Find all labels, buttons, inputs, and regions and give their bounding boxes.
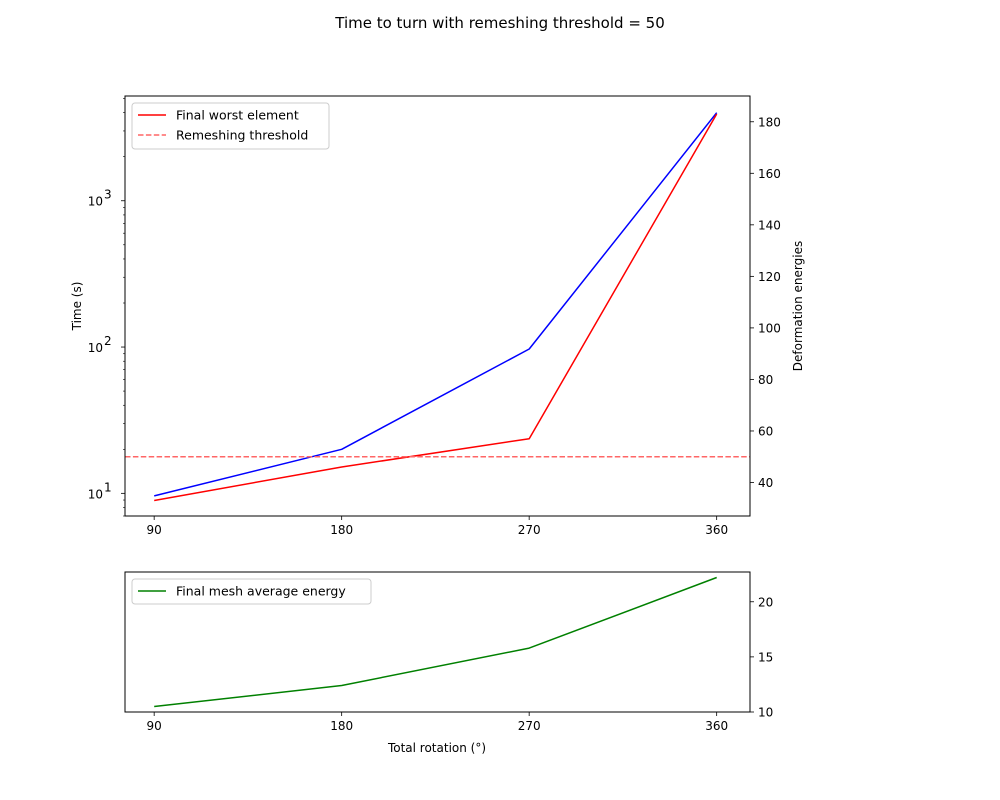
top-y2-tick-label-140: 140 (758, 218, 781, 232)
bottom-axes-frame (124, 571, 751, 713)
series-line-final-mesh-average-energy (154, 576, 717, 708)
top-y-tick-exponent-10: 1 (104, 480, 112, 494)
top-legend-box (131, 102, 330, 150)
bottom-x-tick-label-360: 360 (705, 719, 728, 733)
bottom-legend: Final mesh average energy (131, 578, 372, 605)
top-y-tick-exponent-1000: 3 (104, 188, 112, 202)
legend-label-final-worst-element: Final worst element (176, 108, 299, 123)
bottom-right-y-axis: 10 15 20 (750, 595, 773, 720)
bottom-x-tick-label-180: 180 (330, 719, 353, 733)
top-x-tick-label-270: 270 (518, 523, 541, 537)
top-y2-tick-label-180: 180 (758, 115, 781, 129)
top-right-y-axis: 40 60 80 100 120 140 160 180 (750, 115, 781, 490)
top-x-tick-label-90: 90 (147, 523, 162, 537)
top-x-tick-label-180: 180 (330, 523, 353, 537)
top-y-tick-exponent-100: 2 (104, 334, 112, 348)
series-line-series-0 (154, 112, 718, 497)
chart-title: Time to turn with remeshing threshold = … (334, 14, 665, 32)
top-y-tick-label-10: 10 (88, 487, 103, 501)
top-legend: Final worst element Remeshing threshold (131, 102, 330, 150)
bottom-x-tick-label-90: 90 (147, 719, 162, 733)
top-x-tick-label-360: 360 (705, 523, 728, 537)
legend-label-final-mesh-average-energy: Final mesh average energy (176, 584, 346, 599)
top-y-axis-label: Time (s) (70, 282, 84, 332)
top-y-tick-label-100: 10 (88, 341, 103, 355)
top-y-tick-label-1000: 10 (88, 195, 103, 209)
top-y2-axis-label: Deformation energies (791, 241, 805, 371)
bottom-legend-box (131, 578, 372, 605)
series-line-final-worst-element (154, 113, 718, 502)
bottom-y2-tick-label-20: 20 (758, 595, 773, 609)
top-y2-tick-label-120: 120 (758, 270, 781, 284)
top-y2-tick-label-160: 160 (758, 167, 781, 181)
bottom-x-axis-label: Total rotation (°) (387, 741, 486, 755)
top-y2-tick-label-40: 40 (758, 476, 773, 490)
bottom-y2-tick-label-15: 15 (758, 650, 773, 664)
bottom-plot-area (154, 576, 717, 708)
top-y2-tick-label-100: 100 (758, 321, 781, 335)
top-y2-tick-label-80: 80 (758, 373, 773, 387)
top-axes-frame (124, 95, 751, 517)
legend-label-remeshing-threshold: Remeshing threshold (176, 128, 308, 143)
top-x-axis: 90 180 270 360 (147, 516, 728, 537)
bottom-y2-tick-label-10: 10 (758, 706, 773, 720)
top-plot-area (125, 112, 750, 502)
bottom-x-axis: 90 180 270 360 (147, 712, 728, 733)
bottom-x-tick-label-270: 270 (518, 719, 541, 733)
bottom-panel: 90 180 270 360 10 15 20 Total rotation (°) Fi… (124, 571, 773, 755)
top-y2-tick-label-60: 60 (758, 424, 773, 438)
